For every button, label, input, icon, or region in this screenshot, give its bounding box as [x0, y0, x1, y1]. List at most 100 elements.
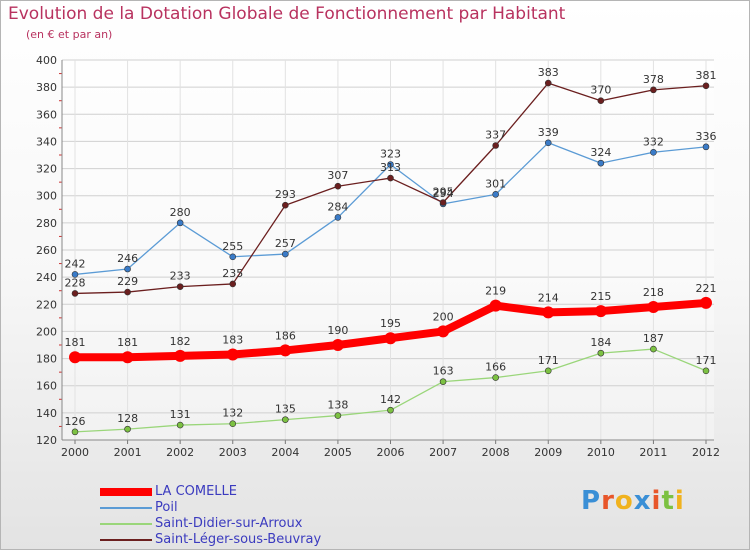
data-label: 195 — [380, 317, 401, 330]
data-label: 163 — [433, 365, 454, 378]
data-label: 381 — [696, 69, 717, 82]
data-label: 183 — [222, 334, 243, 347]
x-tick-label: 2010 — [587, 446, 615, 459]
data-point — [176, 219, 184, 227]
data-point — [650, 86, 657, 94]
data-point — [334, 214, 342, 221]
data-point — [650, 345, 657, 353]
data-label: 184 — [590, 336, 611, 349]
y-tick-label: 400 — [36, 54, 57, 67]
data-label: 131 — [170, 408, 191, 421]
data-label: 293 — [275, 188, 296, 201]
data-label: 181 — [117, 336, 138, 349]
chart-subtitle: (en € et par an) — [26, 28, 113, 41]
logo-letter: o — [614, 486, 634, 516]
legend-label: Poil — [155, 500, 178, 515]
chart-title: Evolution de la Dotation Globale de Fonc… — [8, 4, 566, 24]
x-tick-label: 2011 — [639, 446, 667, 459]
data-point — [439, 378, 447, 385]
data-point — [282, 201, 289, 209]
data-point — [702, 82, 710, 90]
data-point — [334, 412, 342, 419]
data-label: 142 — [380, 393, 401, 406]
data-point — [174, 349, 187, 362]
y-tick-label: 360 — [36, 108, 57, 121]
data-label: 218 — [643, 286, 664, 299]
x-tick-label: 2003 — [219, 446, 247, 459]
data-label: 190 — [327, 324, 348, 337]
x-tick-label: 2005 — [324, 446, 352, 459]
y-tick-label: 300 — [36, 190, 57, 203]
data-label: 332 — [643, 135, 664, 148]
data-point — [702, 367, 710, 375]
y-tick-label: 240 — [36, 271, 57, 284]
x-tick-label: 2001 — [114, 446, 142, 459]
data-point — [334, 182, 342, 190]
legend-swatch — [100, 539, 152, 541]
logo-letter: i — [674, 486, 685, 516]
data-label: 171 — [538, 354, 559, 367]
data-label: 242 — [65, 257, 86, 270]
data-point — [437, 325, 450, 338]
legend-swatch — [100, 488, 152, 496]
data-point — [282, 416, 289, 423]
y-tick-label: 140 — [36, 407, 57, 420]
data-point — [542, 306, 555, 319]
y-tick-label: 340 — [36, 135, 57, 148]
data-label: 233 — [170, 270, 191, 283]
data-label: 301 — [485, 177, 506, 190]
data-label: 228 — [65, 276, 86, 289]
x-tick-label: 2000 — [61, 446, 89, 459]
proxiti-logo: Proxiti — [581, 486, 685, 516]
data-point — [387, 406, 394, 414]
data-label: 313 — [380, 161, 401, 174]
data-point — [492, 191, 499, 198]
legend-label: Saint-Léger-sous-Beuvray — [155, 532, 322, 547]
data-point — [331, 339, 344, 351]
data-label: 370 — [590, 84, 611, 97]
data-point — [439, 199, 447, 206]
data-point — [71, 271, 79, 278]
x-tick-label: 2009 — [534, 446, 562, 459]
data-label: 337 — [485, 129, 506, 142]
data-label: 138 — [327, 399, 348, 412]
data-label: 235 — [222, 267, 243, 280]
data-label: 219 — [485, 285, 506, 298]
data-point — [597, 349, 605, 357]
data-point — [176, 283, 184, 290]
x-tick-label: 2008 — [482, 446, 510, 459]
data-point — [121, 351, 134, 364]
data-point — [544, 367, 552, 375]
data-point — [544, 79, 552, 87]
data-point — [387, 174, 394, 182]
data-label: 181 — [65, 336, 86, 349]
legend-label: LA COMELLE — [155, 484, 238, 499]
y-tick-label: 320 — [36, 163, 57, 176]
logo-letter: t — [661, 486, 675, 516]
y-tick-label: 220 — [36, 298, 57, 311]
x-tick-label: 2007 — [429, 446, 457, 459]
x-tick-label: 2002 — [166, 446, 194, 459]
data-label: 221 — [696, 282, 717, 295]
data-label: 229 — [117, 275, 138, 288]
data-point — [647, 301, 660, 313]
legend-label: Saint-Didier-sur-Arroux — [155, 516, 303, 531]
data-label: 182 — [170, 335, 191, 348]
logo-letter: P — [581, 486, 602, 516]
data-point — [124, 265, 131, 273]
data-point — [492, 374, 499, 381]
data-point — [229, 280, 237, 288]
data-label: 383 — [538, 66, 559, 79]
data-label: 294 — [433, 187, 454, 200]
data-label: 215 — [590, 290, 611, 303]
data-label: 336 — [696, 130, 717, 143]
data-label: 323 — [380, 148, 401, 161]
data-point — [700, 296, 712, 309]
data-label: 186 — [275, 329, 296, 342]
data-label: 200 — [433, 310, 454, 323]
data-label: 378 — [643, 73, 664, 86]
data-label: 324 — [590, 146, 611, 159]
y-tick-label: 200 — [36, 325, 57, 338]
